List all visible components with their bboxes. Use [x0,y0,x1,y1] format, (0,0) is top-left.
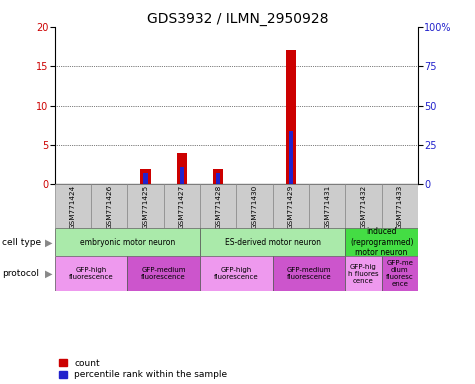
Bar [180,167,184,184]
Text: cell type: cell type [2,238,41,247]
Bar [237,184,273,228]
Bar [216,173,220,184]
Text: embryonic motor neuron: embryonic motor neuron [80,238,175,247]
Bar [127,184,163,228]
Text: GFP-high
fluorescence: GFP-high fluorescence [214,267,258,280]
Bar [55,256,127,291]
Bar [177,153,187,184]
Text: induced
(reprogrammed)
motor neuron: induced (reprogrammed) motor neuron [350,227,413,257]
Text: GFP-medium
fluorescence: GFP-medium fluorescence [287,267,331,280]
Bar [309,184,345,228]
Bar [163,184,200,228]
Bar [273,184,309,228]
Text: GSM771427: GSM771427 [179,184,185,228]
Text: GSM771426: GSM771426 [106,184,112,228]
Bar [345,184,381,228]
Bar [381,184,418,228]
Text: GSM771430: GSM771430 [251,184,257,228]
Text: GSM771429: GSM771429 [288,184,294,228]
Bar [141,169,151,184]
Bar [345,256,381,291]
Bar [200,228,345,256]
Bar [213,169,223,184]
Bar [200,184,237,228]
Bar [345,228,418,256]
Text: GSM771424: GSM771424 [70,184,76,228]
Bar [91,184,127,228]
Text: GSM771433: GSM771433 [397,184,403,228]
Text: GSM771432: GSM771432 [361,184,367,228]
Bar [200,256,273,291]
Bar [55,228,200,256]
Text: ▶: ▶ [45,269,52,279]
Text: protocol: protocol [2,269,39,278]
Text: GFP-me
dium
fluoresc
ence: GFP-me dium fluoresc ence [386,260,414,287]
Bar [381,256,418,291]
Bar [288,131,293,184]
Text: GFP-hig
h fluores
cence: GFP-hig h fluores cence [348,264,379,284]
Bar [55,184,91,228]
Bar [273,256,345,291]
Bar [286,50,296,184]
Text: GSM771425: GSM771425 [142,184,149,228]
Text: GFP-medium
fluorescence: GFP-medium fluorescence [142,267,186,280]
Bar [127,256,200,291]
Text: ES-derived motor neuron: ES-derived motor neuron [225,238,321,247]
Text: GSM771431: GSM771431 [324,184,330,228]
Text: GFP-high
fluorescence: GFP-high fluorescence [69,267,113,280]
Text: GSM771428: GSM771428 [215,184,221,228]
Legend: count, percentile rank within the sample: count, percentile rank within the sample [59,359,228,379]
Bar [143,173,148,184]
Text: ▶: ▶ [45,237,52,247]
Text: GDS3932 / ILMN_2950928: GDS3932 / ILMN_2950928 [147,12,328,25]
